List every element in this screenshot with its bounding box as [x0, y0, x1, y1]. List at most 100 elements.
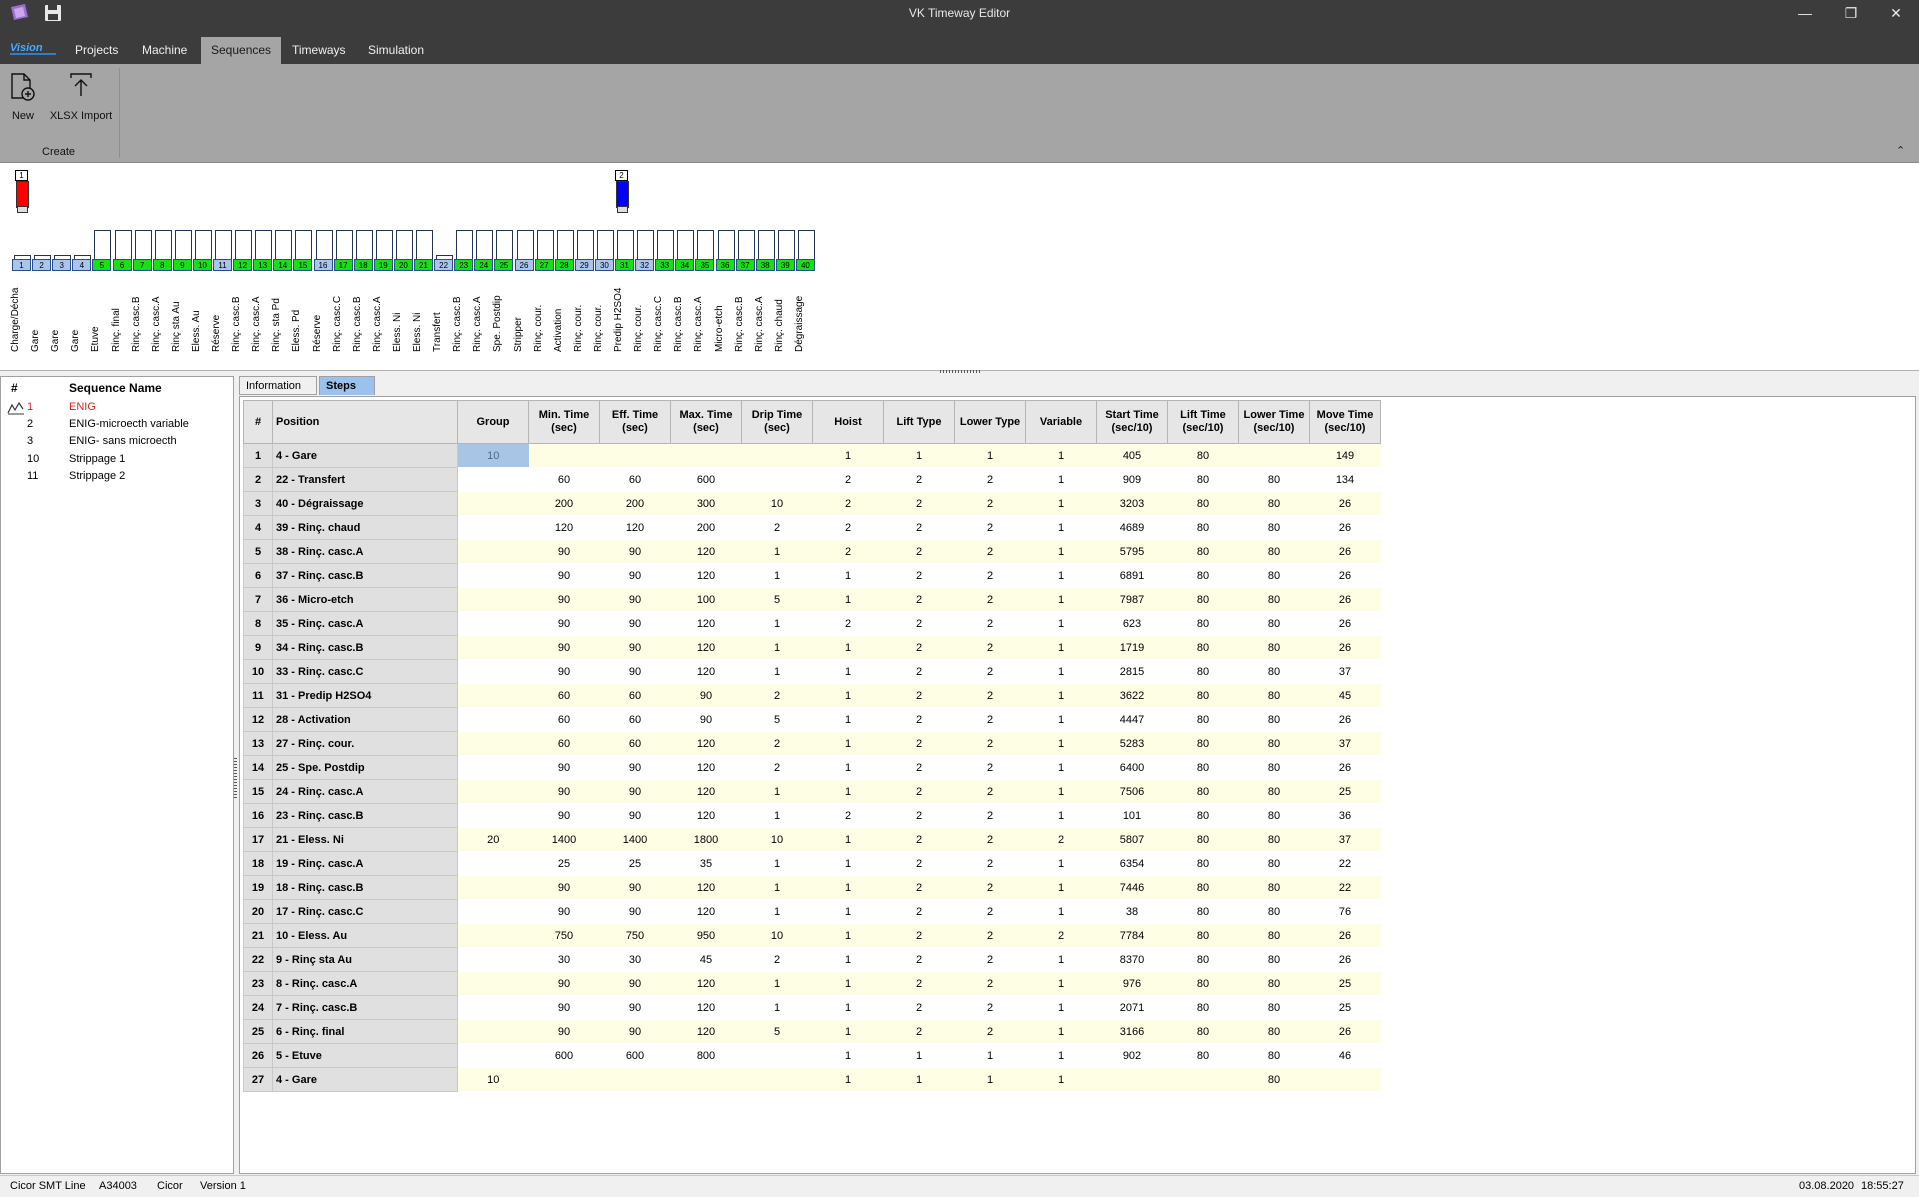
tank-23[interactable]: 23 Rinç. casc.B [452, 228, 474, 352]
step-cell[interactable]: 2 [883, 707, 955, 732]
step-cell[interactable]: 1 [741, 539, 813, 564]
step-cell[interactable]: 2 [954, 875, 1026, 900]
save-icon[interactable] [44, 4, 62, 22]
step-cell[interactable]: 2 [954, 467, 1026, 492]
step-cell[interactable]: 1 [1025, 971, 1097, 996]
step-cell[interactable]: 80 [1167, 731, 1239, 756]
step-cell[interactable]: 26 [1309, 755, 1381, 780]
column-header[interactable]: Group [457, 400, 529, 444]
step-cell[interactable]: 2 [741, 755, 813, 780]
menu-simulation[interactable]: Simulation [368, 43, 425, 57]
step-cell[interactable]: 90 [528, 755, 600, 780]
step-cell[interactable]: 80 [1167, 755, 1239, 780]
step-cell[interactable]: 1400 [599, 827, 671, 852]
step-cell[interactable]: 1 [812, 707, 884, 732]
step-cell[interactable]: 2 [741, 515, 813, 540]
step-cell[interactable]: 134 [1309, 467, 1381, 492]
step-cell[interactable]: 2 [883, 731, 955, 756]
step-row[interactable]: 22 9 - Rinç sta Au 30 30 45 2 1 2 2 1 8370 80 80 26 [243, 947, 1381, 972]
step-cell[interactable]: 1 [812, 659, 884, 684]
step-cell[interactable]: 90 [599, 659, 671, 684]
step-cell[interactable]: 1 [883, 1043, 955, 1068]
step-row[interactable]: 26 5 - Etuve 600 600 800 1 1 1 1 902 80 80 46 [243, 1043, 1381, 1068]
step-cell[interactable]: 2 [954, 971, 1026, 996]
step-row[interactable]: 5 38 - Rinç. casc.A 90 90 120 1 2 2 2 1 5795 80 80 26 [243, 539, 1381, 564]
step-cell[interactable] [457, 467, 529, 492]
step-cell[interactable]: 80 [1238, 515, 1310, 540]
step-row[interactable]: 14 25 - Spe. Postdip 90 90 120 2 1 2 2 1 6400 80 80 2… [243, 755, 1381, 780]
step-cell[interactable]: 80 [1238, 803, 1310, 828]
tank-13[interactable]: 13 Rinç. casc.A [251, 228, 273, 352]
step-cell[interactable]: 2 [812, 491, 884, 516]
step-cell[interactable]: 2 [883, 827, 955, 852]
column-header[interactable]: Lift Type [883, 400, 955, 444]
step-cell[interactable]: 120 [670, 803, 742, 828]
step-cell[interactable]: 80 [1167, 971, 1239, 996]
step-cell[interactable]: 120 [670, 755, 742, 780]
step-cell[interactable]: 1 [812, 923, 884, 948]
step-cell[interactable]: 1 [741, 995, 813, 1020]
step-cell[interactable]: 90 [528, 539, 600, 564]
step-cell[interactable] [457, 779, 529, 804]
step-cell[interactable]: 2 [883, 635, 955, 660]
column-header[interactable]: Lift Time (sec/10) [1167, 400, 1239, 444]
step-cell[interactable] [457, 707, 529, 732]
step-cell[interactable]: 1 [1025, 443, 1097, 468]
step-cell[interactable]: 80 [1167, 923, 1239, 948]
step-cell[interactable]: 90 [599, 779, 671, 804]
step-cell[interactable]: 2 [954, 587, 1026, 612]
step-cell[interactable]: 90 [528, 611, 600, 636]
column-header[interactable]: # [243, 400, 273, 444]
step-cell[interactable]: 80 [1238, 995, 1310, 1020]
step-cell[interactable]: 20 [457, 827, 529, 852]
step-cell[interactable]: 1 [883, 443, 955, 468]
step-cell[interactable]: 80 [1167, 875, 1239, 900]
step-cell[interactable]: 800 [670, 1043, 742, 1068]
step-cell[interactable] [457, 803, 529, 828]
step-cell[interactable]: 2071 [1096, 995, 1168, 1020]
step-cell[interactable] [457, 611, 529, 636]
step-cell[interactable]: 80 [1238, 587, 1310, 612]
step-cell[interactable]: 1 [1025, 467, 1097, 492]
step-cell[interactable]: 1 [1025, 707, 1097, 732]
tank-15[interactable]: 15 Eless. Pd [291, 228, 313, 352]
step-cell[interactable]: 90 [599, 611, 671, 636]
step-cell[interactable]: 600 [670, 467, 742, 492]
step-cell[interactable]: 2 [1025, 923, 1097, 948]
tank-40[interactable]: 40 Dégraissage [794, 228, 815, 352]
tank-30[interactable]: 30 Rinç. cour. [593, 228, 614, 352]
step-cell[interactable]: 26 [1309, 539, 1381, 564]
step-cell[interactable]: 80 [1167, 467, 1239, 492]
step-cell[interactable]: 120 [670, 779, 742, 804]
step-cell[interactable] [457, 899, 529, 924]
step-cell[interactable]: 1 [1025, 1067, 1097, 1092]
step-cell[interactable]: 80 [1238, 851, 1310, 876]
step-cell[interactable]: 80 [1167, 803, 1239, 828]
step-cell[interactable]: 120 [670, 611, 742, 636]
step-row[interactable]: 4 39 - Rinç. chaud 120 120 200 2 2 2 2 1 4689 80 80 2… [243, 515, 1381, 540]
step-cell[interactable] [457, 491, 529, 516]
step-cell[interactable]: 1719 [1096, 635, 1168, 660]
step-cell[interactable]: 2 [954, 707, 1026, 732]
tank-3[interactable]: 3 Gare [50, 228, 72, 352]
column-header[interactable]: Drip Time (sec) [741, 400, 813, 444]
step-cell[interactable]: 90 [528, 587, 600, 612]
tank-11[interactable]: 11 Réserve [211, 228, 232, 352]
step-cell[interactable]: 45 [670, 947, 742, 972]
step-row[interactable]: 9 34 - Rinç. casc.B 90 90 120 1 1 2 2 1 1719 80 80 26 [243, 635, 1381, 660]
step-cell[interactable]: 2 [812, 515, 884, 540]
step-cell[interactable]: 1 [1025, 875, 1097, 900]
step-row[interactable]: 13 27 - Rinç. cour. 60 60 120 2 1 2 2 1 5283 80 80 37 [243, 731, 1381, 756]
step-row[interactable]: 7 36 - Micro-etch 90 90 100 5 1 2 2 1 7987 80 80 26 [243, 587, 1381, 612]
step-cell[interactable]: 1 [1025, 635, 1097, 660]
hoist-1[interactable]: 1 [15, 170, 29, 214]
step-cell[interactable]: 5 [741, 707, 813, 732]
step-cell[interactable] [457, 923, 529, 948]
step-cell[interactable] [457, 755, 529, 780]
step-cell[interactable]: 36 [1309, 803, 1381, 828]
step-cell[interactable] [457, 1019, 529, 1044]
menu-sequences[interactable]: Sequences [201, 37, 282, 64]
step-cell[interactable]: 2 [954, 827, 1026, 852]
step-cell[interactable]: 80 [1167, 1019, 1239, 1044]
step-cell[interactable]: 1 [812, 1067, 884, 1092]
